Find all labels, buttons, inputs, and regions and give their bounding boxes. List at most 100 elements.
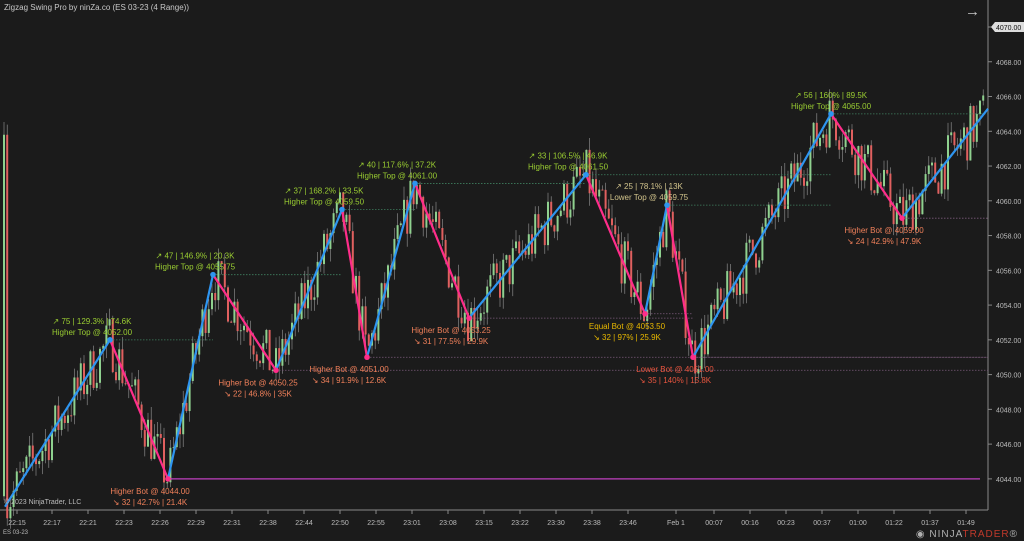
candle-bear (204, 309, 207, 333)
candle-bull (211, 292, 213, 310)
x-tick-label: 00:16 (741, 520, 759, 527)
candle-bull (243, 325, 245, 331)
candle-bull (761, 226, 764, 261)
swing-stats: ↗ 47 | 146.9% | 20.3K (156, 252, 236, 261)
candle-bull (559, 210, 562, 217)
last-price-label: 4070.00 (996, 25, 1021, 32)
candle-bull (569, 209, 572, 218)
candle-bear (799, 162, 802, 178)
candle-bear (303, 283, 306, 309)
candle-bull (108, 319, 111, 326)
candle-bull (265, 329, 268, 344)
candle-bear (918, 199, 921, 215)
candle-bull (451, 283, 453, 288)
candle-bull (409, 180, 412, 234)
candle-bull (534, 214, 537, 254)
swing-label: Lower Bot @ 4051.00 ↘ 35 | 140% | 15.8K (636, 365, 714, 385)
candle-bull (22, 468, 25, 473)
swing-pivot-dot (165, 476, 171, 482)
candle-bull (950, 132, 953, 136)
candle-bear (643, 313, 645, 321)
zigzag-up-leg (166, 274, 215, 480)
candle-bull (67, 415, 69, 423)
candle-bear (179, 427, 181, 435)
swing-pivot-dot (690, 354, 696, 361)
candle-bull (44, 439, 47, 451)
x-tick-label: 22:55 (367, 520, 385, 527)
candle-bear (57, 405, 60, 430)
candle-bear (364, 306, 367, 335)
candle-bull (809, 147, 812, 182)
candle-bear (230, 321, 233, 323)
candle-bull (156, 433, 159, 437)
candle-bull (335, 202, 338, 214)
x-tick-label: 22:31 (223, 520, 241, 527)
x-tick-label: 22:23 (115, 520, 133, 527)
swing-label: ↗ 25 | 78.1% | 13K Lower Top @ 4059.75 (610, 182, 689, 202)
candle-bear (255, 354, 258, 361)
candle-bull (105, 325, 108, 346)
arrow-right-icon[interactable]: → (965, 3, 980, 20)
candle-bull (262, 343, 265, 364)
candle-bear (374, 333, 377, 341)
swing-pivot-dot (273, 367, 279, 374)
swing-pivot-dot (339, 206, 345, 213)
candle-bear (684, 271, 687, 338)
swing-pivot-dot (664, 202, 670, 208)
swing-title: Higher Top @ 4061.00 (357, 171, 438, 180)
candle-bear (121, 349, 124, 384)
candle-bear (63, 415, 66, 423)
candle-bear (838, 140, 841, 150)
candle-bear (457, 276, 460, 318)
candle-bear (937, 182, 940, 194)
swing-label: ↗ 40 | 117.6% | 37.2K Higher Top @ 4061.0… (357, 160, 438, 180)
swing-title: Higher Top @ 4055.75 (155, 263, 236, 272)
x-tick-label: 01:37 (921, 520, 939, 527)
candle-bear (879, 181, 882, 187)
candle-bull (649, 286, 652, 310)
x-tick-label: 22:21 (79, 520, 97, 527)
zigzag-up-leg (274, 209, 344, 371)
candle-bear (854, 154, 857, 176)
candle-bull (940, 163, 943, 194)
candle-bull (313, 297, 316, 300)
candle-bear (678, 251, 681, 260)
candle-bear (713, 304, 716, 310)
y-tick-label: 4052.00 (996, 338, 1021, 345)
candle-bear (687, 337, 690, 345)
candle-bull (515, 241, 517, 249)
candle-bull (188, 380, 191, 412)
candle-bull (435, 211, 437, 222)
candle-bear (537, 214, 540, 228)
candle-bear (441, 227, 444, 240)
candle-bull (899, 196, 901, 204)
candle-bull (479, 313, 482, 321)
candle-bull (486, 286, 489, 313)
swing-stats: ↘ 34 | 91.9% | 12.6K (312, 376, 387, 385)
swing-label: Higher Bot @ 4050.25 ↘ 22 | 46.8% | 35K (218, 378, 298, 398)
candle-bull (979, 100, 981, 114)
candle-bull (841, 147, 844, 150)
candle-bull (300, 283, 303, 319)
candle-bull (691, 340, 693, 345)
candle-bear (431, 219, 434, 222)
candle-bear (524, 250, 527, 255)
candle-bear (185, 402, 188, 412)
candle-bear (729, 271, 732, 293)
candle-bear (617, 234, 620, 245)
x-tick-label: 22:26 (151, 520, 169, 527)
x-tick-label: 22:50 (331, 520, 349, 527)
candle-bull (380, 283, 383, 310)
candle-bull (828, 100, 831, 148)
zigzag-up-leg (643, 204, 669, 314)
x-tick-label: 23:38 (583, 520, 601, 527)
candle-bull (758, 260, 761, 268)
candle-bull (895, 203, 898, 225)
candle-bull (166, 482, 169, 484)
candle-bear (831, 100, 834, 120)
swing-title: Higher Bot @ 4051.00 (309, 365, 389, 374)
candle-bull (339, 192, 341, 203)
candle-bear (473, 307, 476, 329)
